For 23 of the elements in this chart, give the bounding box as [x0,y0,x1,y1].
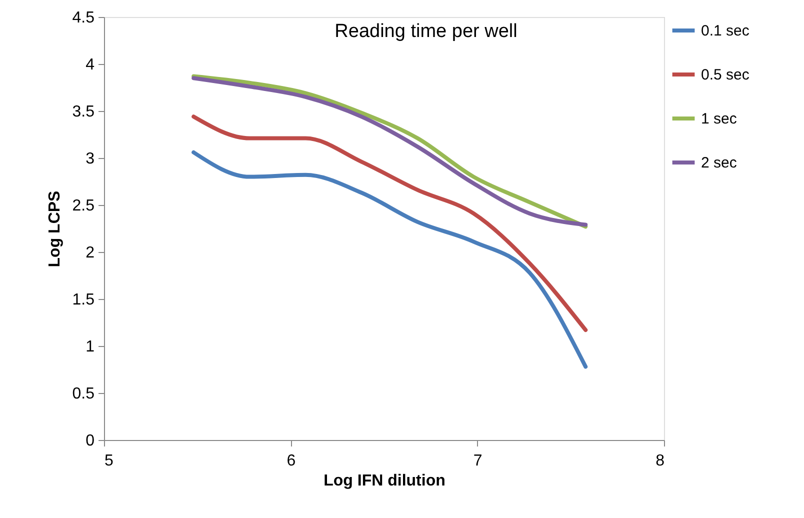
x-tick-label: 6 [286,452,296,470]
y-tick-label: 3 [86,150,95,168]
y-tick-label: 0 [86,432,95,450]
x-axis-title: Log IFN dilution [324,472,446,490]
x-tick-label: 7 [473,452,482,470]
line-series [192,114,588,332]
y-tick-label: 2.5 [72,198,95,214]
chart-title: Reading time per well [334,21,518,42]
x-tick-label: 5 [104,452,114,470]
y-tick-label: 4 [86,56,95,74]
y-tick-label: 1.5 [72,292,95,308]
legend-label: 2 sec [701,154,738,172]
legend-label: 0.1 sec [701,22,750,40]
y-tick-label: 3.5 [72,104,95,120]
x-tick-label: 8 [656,452,665,470]
legend-label: 1 sec [701,110,738,128]
line-series [192,150,588,369]
y-tick-label: 4.5 [72,10,95,26]
y-tick-label: 1 [86,338,95,356]
y-tick-label: 0.5 [72,386,95,402]
y-tick-label: 2 [86,244,95,262]
legend-label: 0.5 sec [701,66,750,84]
y-axis-title: Log LCPS [46,190,64,268]
